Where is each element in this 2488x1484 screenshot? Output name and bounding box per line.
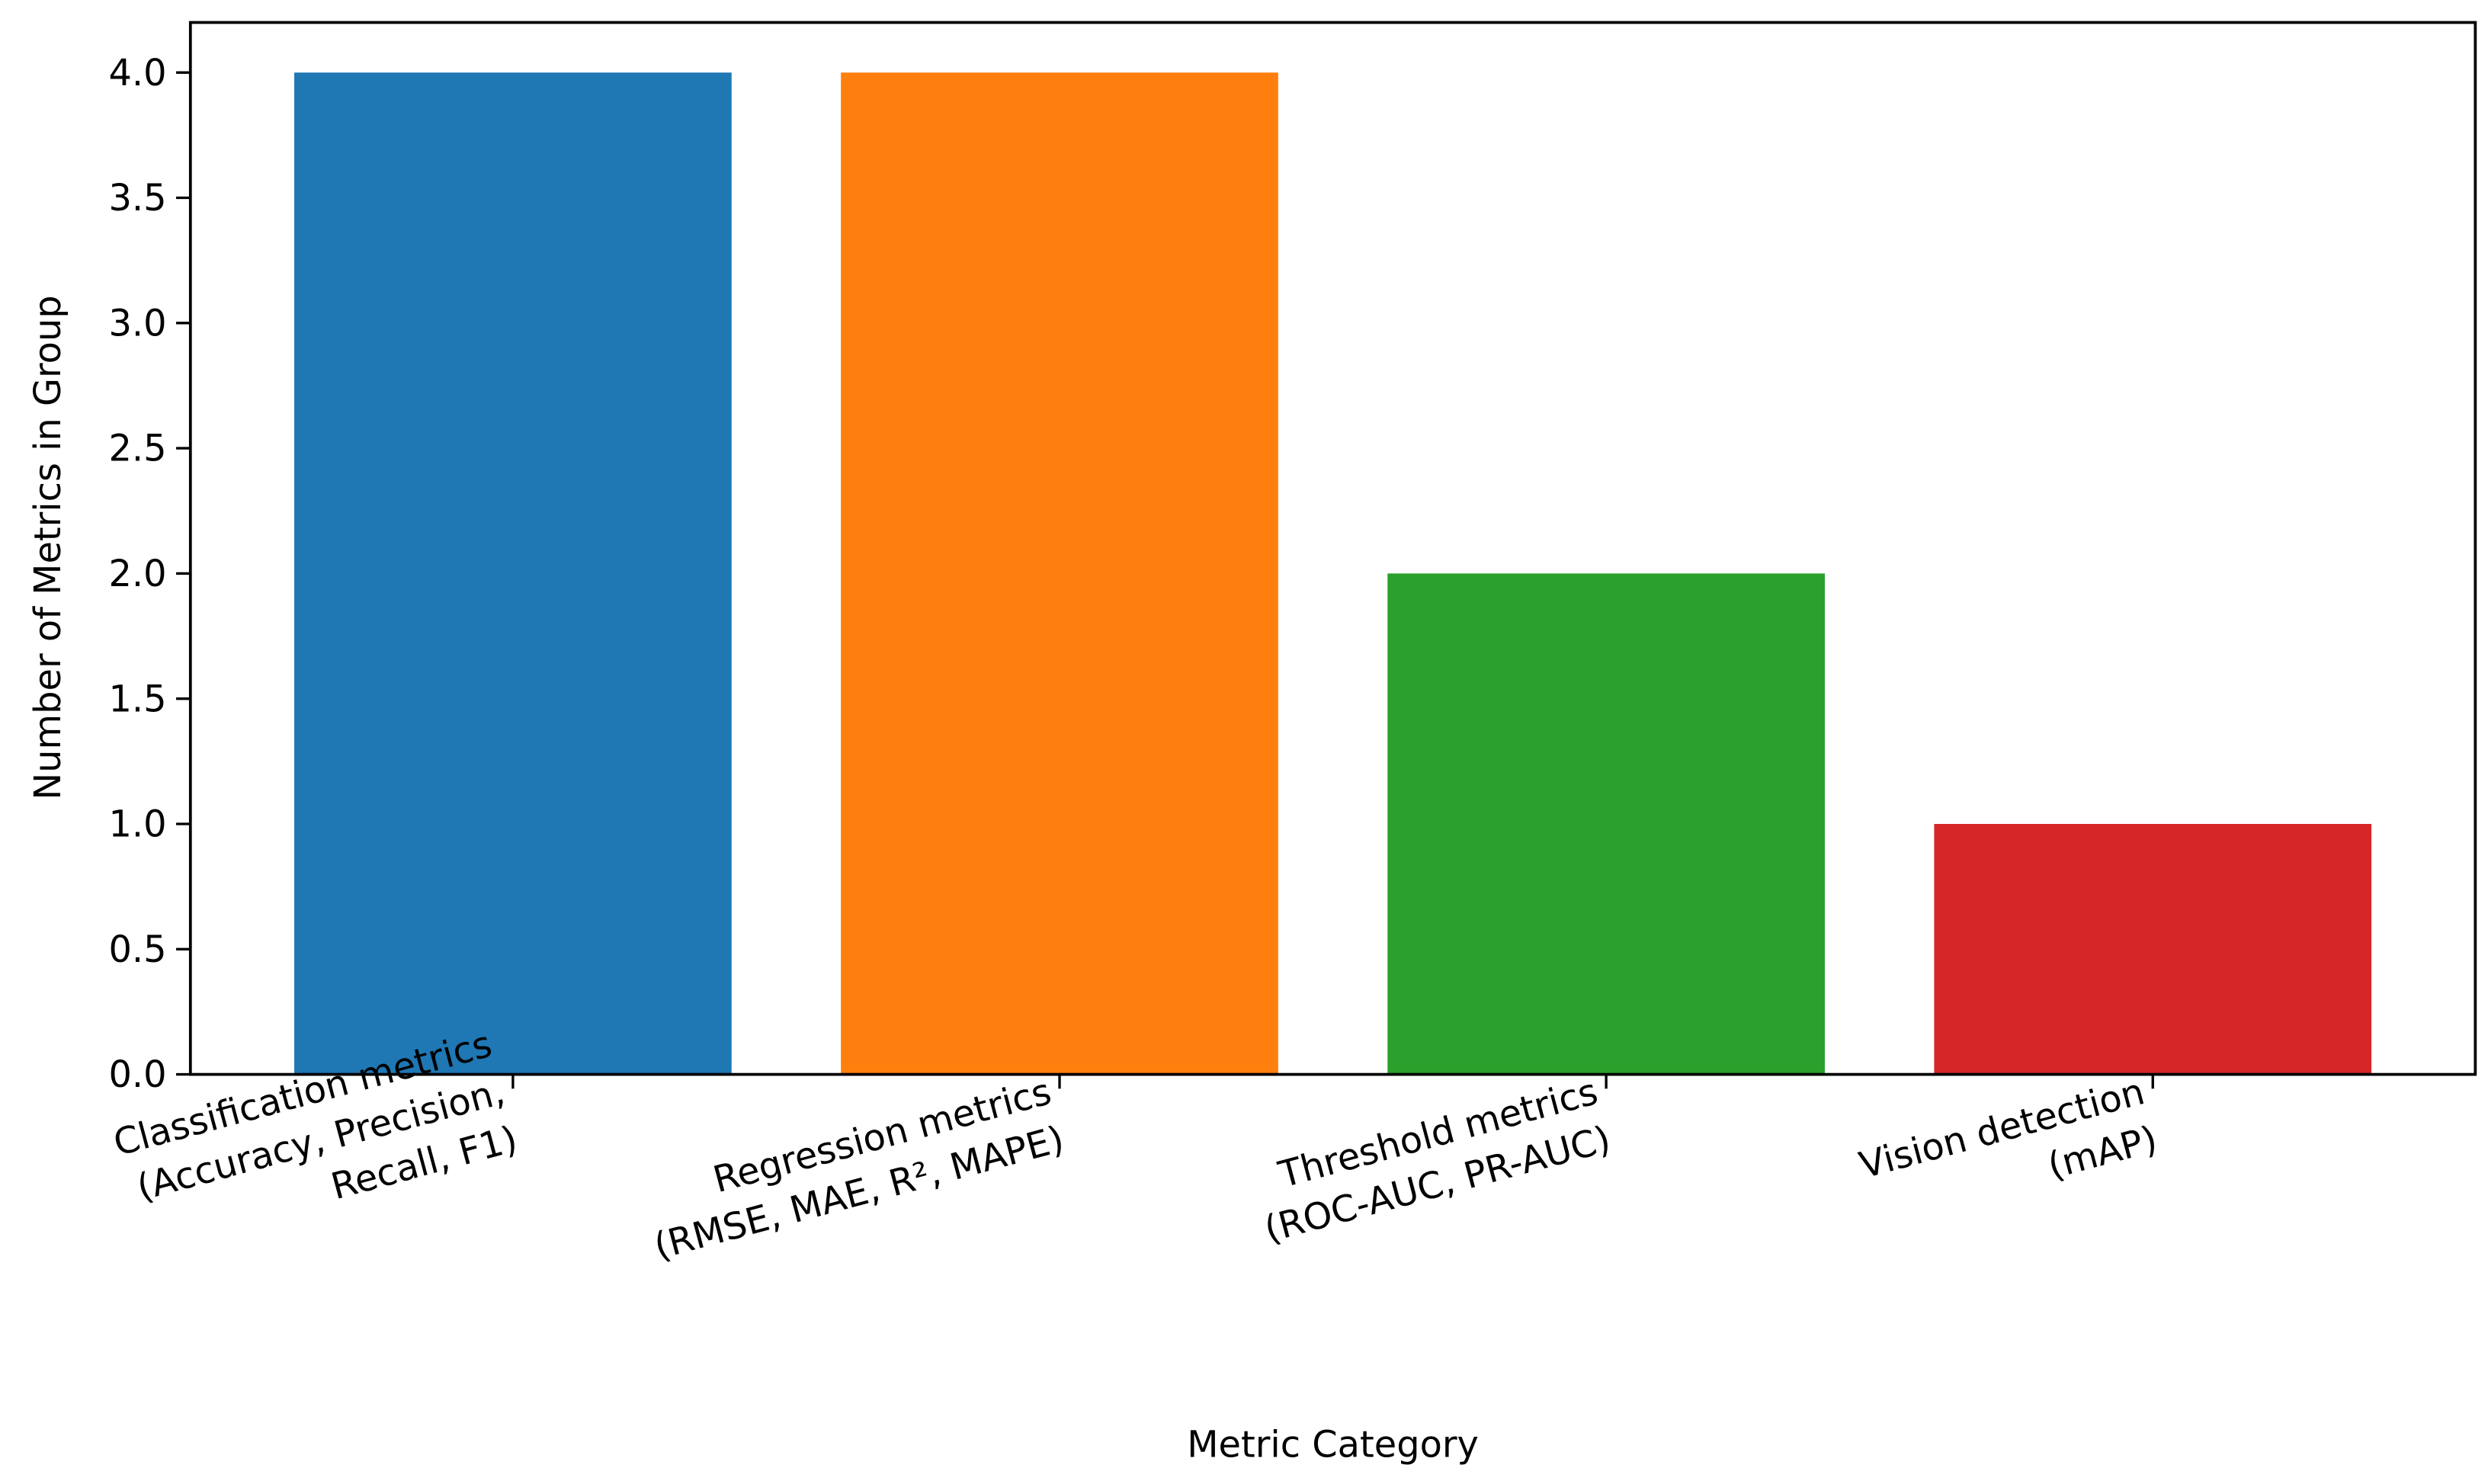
y-tick-label: 1.5 [108,678,166,720]
y-tick-label: 2.0 [108,553,166,595]
bar [294,72,732,1075]
y-tick-label: 0.5 [108,929,166,971]
y-tick-label: 4.0 [108,53,166,95]
plot-frame [188,21,2477,1076]
y-tick-label: 3.5 [108,178,166,220]
bar [1934,824,2372,1075]
y-tick-label: 3.0 [108,303,166,345]
y-tick-label: 0.0 [108,1054,166,1096]
x-axis-label: Metric Category [1187,1424,1479,1466]
y-tick-label: 1.0 [108,804,166,846]
bar [1387,573,1825,1075]
y-axis-label: Number of Metrics in Group [27,295,69,800]
y-tick-label: 2.5 [108,428,166,470]
bar [841,72,1278,1075]
